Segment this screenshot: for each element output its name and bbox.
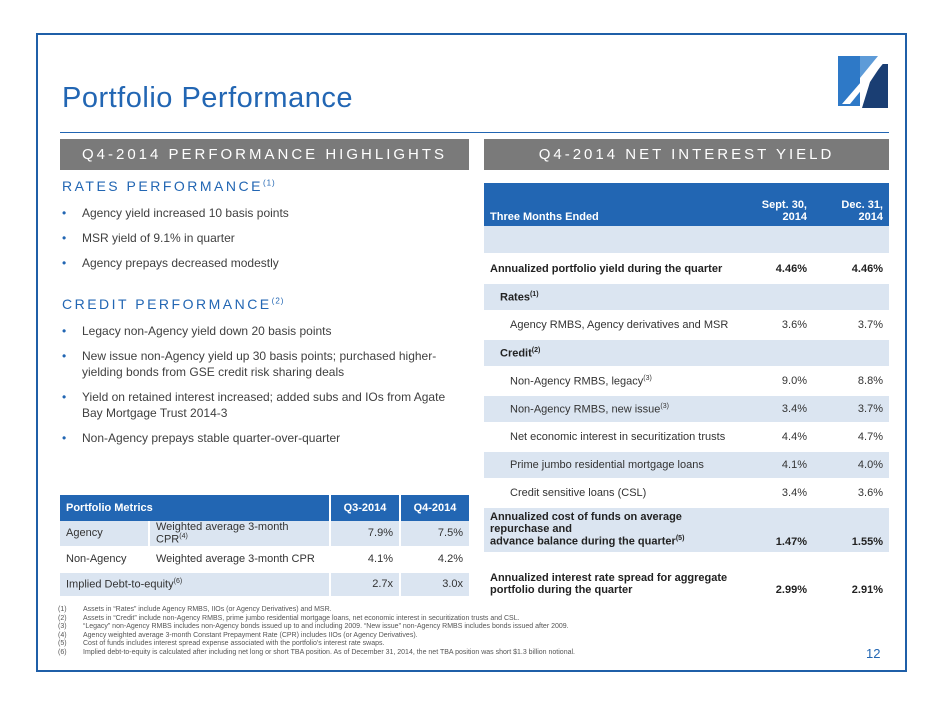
table-row: Annualized portfolio yield during the qu… [484,254,889,284]
footnote: (2) Assets in “Credit” include non-Agency… [58,614,520,622]
footnote: (5) Cost of funds includes interest sprea… [58,640,385,647]
table-row: Non-Agency RMBS, legacy(3) 9.0% 8.8% [484,367,889,396]
column-header: Dec. 31, 2014 [813,183,889,226]
portfolio-metrics-table: Portfolio Metrics Q3-2014 Q4-2014 Agency… [60,495,469,598]
column-header: Sept. 30, 2014 [737,183,813,226]
table-row: Annualized cost of funds on average repu… [484,507,889,554]
company-logo-icon [838,56,888,108]
table-header-row: Portfolio Metrics Q3-2014 Q4-2014 [60,495,469,521]
column-header: Q4-2014 [401,495,469,521]
table-row: Agency Weighted average 3-month CPR(4) 7… [60,521,469,548]
list-item: Non-Agency prepays stable quarter-over-q… [62,430,462,446]
column-header: Portfolio Metrics [60,495,331,521]
footnote: (4) Agency weighted average 3-month Const… [58,631,418,639]
footnotes: (1) Assets in “Rates” include Agency RMBS… [58,606,818,657]
table-row [484,226,889,255]
table-row: Agency RMBS, Agency derivatives and MSR … [484,311,889,340]
table-row: Net economic interest in securitization … [484,423,889,452]
net-interest-yield-banner: Q4-2014 NET INTEREST YIELD [484,139,889,170]
table-row: Non-Agency Weighted average 3-month CPR … [60,547,469,573]
credit-performance-heading: CREDIT PERFORMANCE(2) [62,296,285,312]
table-row: Implied Debt-to-equity(6) 2.7x 3.0x [60,572,469,598]
rates-bullets: Agency yield increased 10 basis points M… [62,205,462,271]
table-row: Rates(1) [484,283,889,312]
page-number: 12 [866,646,881,661]
rates-performance-heading: RATES PERFORMANCE(1) [62,178,276,194]
table-row: Annualized interest rate spread for aggr… [484,553,889,602]
footnote: (1) Assets in “Rates” include Agency RMBS… [58,606,332,613]
list-item: Yield on retained interest increased; ad… [62,389,462,421]
list-item: Agency yield increased 10 basis points [62,205,462,221]
column-header: Three Months Ended [484,183,737,226]
list-item: Agency prepays decreased modestly [62,255,462,271]
table-row: Prime jumbo residential mortgage loans 4… [484,451,889,480]
list-item: New issue non-Agency yield up 30 basis p… [62,348,462,380]
list-item: MSR yield of 9.1% in quarter [62,230,462,246]
footnote: (6) Implied debt-to-equity is calculated … [58,648,575,656]
table-header-row: Three Months Ended Sept. 30, 2014 Dec. 31… [484,183,889,226]
column-header: Q3-2014 [331,495,401,521]
net-interest-yield-table: Three Months Ended Sept. 30, 2014 Dec. 31… [484,183,889,602]
credit-bullets: Legacy non-Agency yield down 20 basis po… [62,323,462,446]
highlights-banner: Q4-2014 PERFORMANCE HIGHLIGHTS [60,139,469,170]
table-row: Non-Agency RMBS, new issue(3) 3.4% 3.7% [484,395,889,424]
page-title: Portfolio Performance [62,82,353,114]
slide-frame [36,33,907,672]
table-row: Credit(2) [484,339,889,368]
title-divider [60,132,889,133]
table-row: Credit sensitive loans (CSL) 3.4% 3.6% [484,479,889,508]
list-item: Legacy non-Agency yield down 20 basis po… [62,323,462,339]
footnote: (3) “Legacy” non-Agency RMBS includes non… [58,623,569,630]
